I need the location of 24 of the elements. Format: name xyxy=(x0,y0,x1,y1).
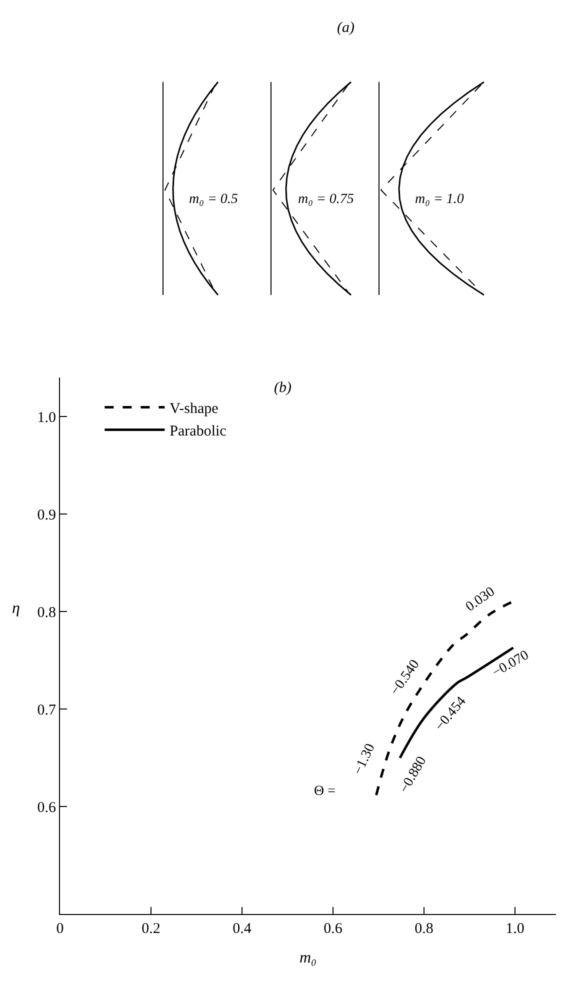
x-axis-title: m₀ xyxy=(299,950,317,967)
legend-label: Parabolic xyxy=(170,424,227,440)
x-tick-label: 0.4 xyxy=(232,921,252,937)
chart-title: (b) xyxy=(274,380,292,396)
annotation: 0.030 xyxy=(463,584,498,615)
x-tick-label: 0.6 xyxy=(324,921,343,937)
x-tick-label: 0.2 xyxy=(142,921,160,937)
y-tick-label: 0.6 xyxy=(37,800,56,816)
annotation: −0.070 xyxy=(490,648,532,681)
legend-label: V-shape xyxy=(170,401,219,418)
x-tick-label: 1.0 xyxy=(506,921,524,937)
y-tick-label: 0.9 xyxy=(37,507,56,524)
y-tick-label: 1.0 xyxy=(37,410,56,426)
text: m₀ = 0.75 xyxy=(298,192,354,207)
y-axis-title: η xyxy=(12,600,20,617)
text: m₀ = 1.0 xyxy=(415,192,464,207)
annotation: Θ = xyxy=(314,784,336,799)
annotation: −1.30 xyxy=(351,742,378,778)
text: (a) xyxy=(337,20,354,36)
x-tick-label: 0 xyxy=(56,921,64,937)
x-tick-label: 0.8 xyxy=(414,921,434,937)
y-tick-label: 0.7 xyxy=(37,702,56,718)
y-tick-label: 0.8 xyxy=(37,604,56,621)
text: m₀ = 0.5 xyxy=(189,192,238,207)
